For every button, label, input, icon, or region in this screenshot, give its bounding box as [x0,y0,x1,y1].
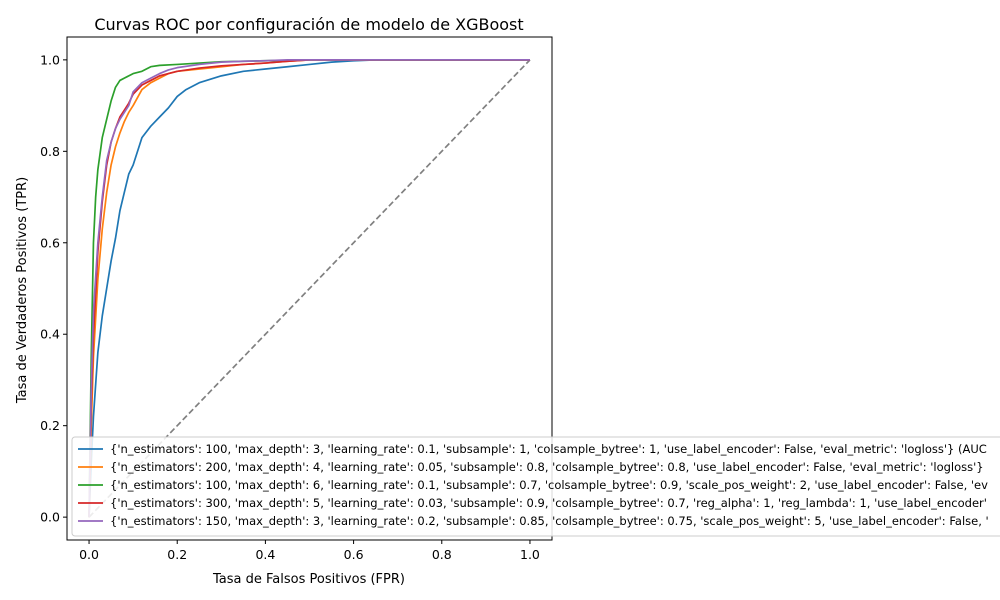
x-axis-label: Tasa de Falsos Positivos (FPR) [212,572,405,587]
legend-entry-5: {'n_estimators': 150, 'max_depth': 3, 'l… [110,514,989,528]
chart-title: Curvas ROC por configuración de modelo d… [94,15,523,34]
legend-entry-3: {'n_estimators': 100, 'max_depth': 6, 'l… [110,478,988,492]
x-tick-label: 0.0 [79,547,99,562]
x-tick-label: 0.4 [255,547,275,562]
legend-entry-2: {'n_estimators': 200, 'max_depth': 4, 'l… [110,460,984,474]
y-tick-label: 1.0 [40,52,60,67]
legend-box [71,436,1000,537]
y-tick-label: 0.4 [40,327,60,342]
y-tick-label: 0.0 [40,510,60,525]
plot-area [88,59,531,518]
x-tick-label: 1.0 [520,547,540,562]
roc-line-series-1 [88,59,530,518]
diagonal-reference-line [88,59,531,518]
plot-frame [66,36,553,541]
x-tick-label: 0.8 [432,547,452,562]
roc-line-series-3 [88,59,530,518]
x-tick-label: 0.6 [344,547,364,562]
y-tick-label: 0.8 [40,144,60,159]
y-axis-label: Tasa de Verdaderos Positivos (TPR) [15,177,30,404]
x-tick-label: 0.2 [167,547,187,562]
y-tick-label: 0.6 [40,235,60,250]
legend: {'n_estimators': 100, 'max_depth': 3, 'l… [71,436,1000,537]
axis-ticks: 0.0 0.2 0.4 0.6 0.8 1.0 0.0 0.2 0.4 0.6 0.8 1.0 [40,52,540,562]
legend-entry-1: {'n_estimators': 100, 'max_depth': 3, 'l… [110,442,987,456]
y-tick-label: 0.2 [40,418,60,433]
roc-line-series-5 [88,59,530,518]
legend-entry-4: {'n_estimators': 300, 'max_depth': 5, 'l… [110,496,987,510]
